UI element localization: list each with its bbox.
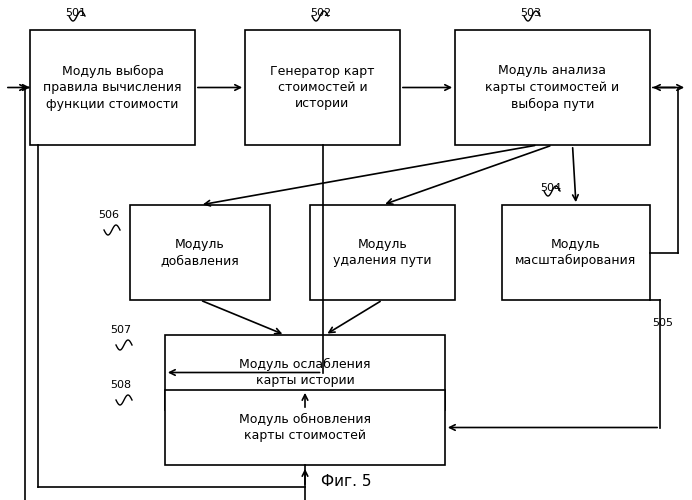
- Text: 504: 504: [540, 183, 561, 193]
- Text: 507: 507: [110, 325, 131, 335]
- Bar: [130, 205, 270, 300]
- Text: Фиг. 5: Фиг. 5: [321, 474, 371, 490]
- Text: Модуль
масштабирования: Модуль масштабирования: [516, 238, 637, 268]
- Text: 505: 505: [652, 318, 673, 328]
- Text: Генератор карт
стоимостей и
истории: Генератор карт стоимостей и истории: [271, 64, 375, 110]
- Bar: [30, 30, 195, 145]
- Text: Модуль анализа
карты стоимостей и
выбора пути: Модуль анализа карты стоимостей и выбора…: [485, 64, 619, 110]
- Bar: [310, 205, 455, 300]
- Text: 503: 503: [520, 8, 541, 18]
- Text: 508: 508: [110, 380, 131, 390]
- Text: 502: 502: [310, 8, 331, 18]
- Bar: [165, 390, 445, 465]
- Bar: [502, 205, 650, 300]
- Text: Модуль
удаления пути: Модуль удаления пути: [334, 238, 432, 267]
- Bar: [165, 335, 445, 410]
- Bar: [245, 30, 400, 145]
- Text: Модуль обновления
карты стоимостей: Модуль обновления карты стоимостей: [239, 412, 371, 442]
- Text: Модуль
добавления: Модуль добавления: [161, 238, 239, 267]
- Text: 506: 506: [98, 210, 119, 220]
- Text: Модуль ослабления
карты истории: Модуль ослабления карты истории: [239, 358, 371, 388]
- Text: 501: 501: [65, 8, 86, 18]
- Text: Модуль выбора
правила вычисления
функции стоимости: Модуль выбора правила вычисления функции…: [43, 64, 182, 110]
- Bar: [455, 30, 650, 145]
